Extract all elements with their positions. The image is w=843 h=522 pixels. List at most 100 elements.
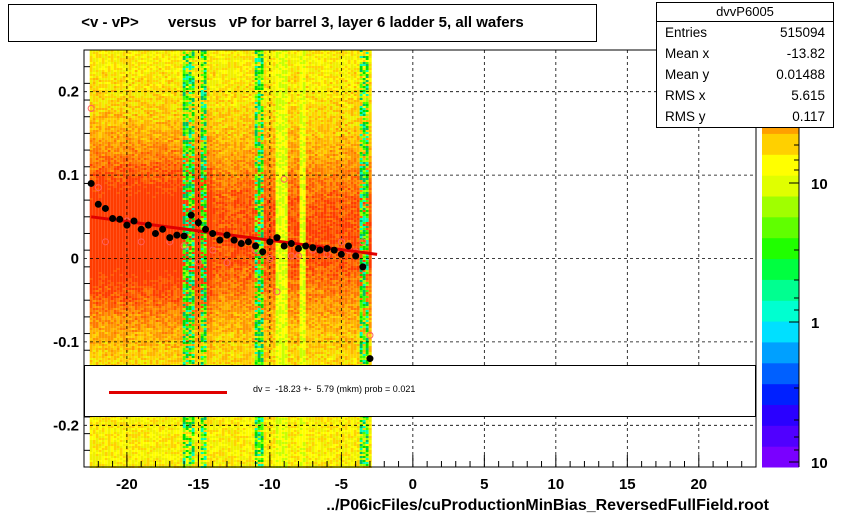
heatmap-cell: [138, 288, 141, 290]
heatmap-cell: [156, 462, 159, 464]
heatmap-cell: [99, 140, 102, 142]
heatmap-cell: [138, 200, 141, 202]
heatmap-cell: [153, 102, 156, 104]
heatmap-cell: [132, 166, 135, 168]
heatmap-cell: [96, 152, 99, 154]
heatmap-cell: [114, 292, 117, 294]
heatmap-cell: [96, 418, 99, 420]
heatmap-cell: [105, 350, 108, 352]
heatmap-cell: [153, 120, 156, 122]
heatmap-cell: [90, 354, 93, 356]
heatmap-cell: [111, 326, 114, 328]
heatmap-cell: [114, 116, 117, 118]
heatmap-cell: [108, 130, 111, 132]
heatmap-cell: [108, 190, 111, 192]
heatmap-cell: [111, 438, 114, 440]
heatmap-cell: [150, 254, 153, 256]
heatmap-cell: [150, 272, 153, 274]
heatmap-cell: [111, 114, 114, 116]
heatmap-cell: [99, 56, 102, 58]
heatmap-cell: [108, 362, 111, 364]
heatmap-cell: [105, 444, 108, 446]
heatmap-cell: [132, 164, 135, 166]
heatmap-cell: [114, 362, 117, 364]
heatmap-cell: [117, 158, 120, 160]
heatmap-cell: [108, 102, 111, 104]
heatmap-cell: [159, 208, 162, 210]
heatmap-cell: [117, 186, 120, 188]
heatmap-cell: [159, 260, 162, 262]
heatmap-cell: [147, 348, 150, 350]
heatmap-cell: [90, 120, 93, 122]
heatmap-cell: [117, 132, 120, 134]
heatmap-cell: [96, 104, 99, 106]
heatmap-cell: [144, 270, 147, 272]
heatmap-cell: [111, 346, 114, 348]
heatmap-cell: [90, 82, 93, 84]
heatmap-cell: [123, 456, 126, 458]
heatmap-cell: [99, 182, 102, 184]
heatmap-cell: [96, 328, 99, 330]
heatmap-cell: [153, 160, 156, 162]
heatmap-cell: [99, 282, 102, 284]
heatmap-cell: [156, 452, 159, 454]
heatmap-cell: [102, 144, 105, 146]
heatmap-cell: [117, 152, 120, 154]
heatmap-cell: [156, 332, 159, 334]
heatmap-cell: [138, 266, 141, 268]
heatmap-cell: [150, 260, 153, 262]
heatmap-cell: [108, 358, 111, 360]
heatmap-cell: [138, 354, 141, 356]
heatmap-cell: [120, 330, 123, 332]
heatmap-cell: [111, 332, 114, 334]
heatmap-cell: [129, 82, 132, 84]
heatmap-cell: [141, 202, 144, 204]
heatmap-cell: [102, 136, 105, 138]
heatmap-cell: [150, 188, 153, 190]
heatmap-cell: [93, 288, 96, 290]
heatmap-cell: [135, 138, 138, 140]
heatmap-cell: [90, 338, 93, 340]
heatmap-cell: [120, 108, 123, 110]
heatmap-cell: [147, 346, 150, 348]
heatmap-cell: [129, 296, 132, 298]
heatmap-cell: [144, 436, 147, 438]
heatmap-cell: [114, 142, 117, 144]
heatmap-cell: [93, 126, 96, 128]
heatmap-cell: [99, 448, 102, 450]
heatmap-cell: [120, 120, 123, 122]
heatmap-cell: [96, 76, 99, 78]
heatmap-cell: [132, 260, 135, 262]
heatmap-cell: [156, 264, 159, 266]
heatmap-cell: [93, 118, 96, 120]
heatmap-cell: [90, 318, 93, 320]
heatmap-cell: [129, 300, 132, 302]
heatmap-cell: [90, 430, 93, 432]
heatmap-cell: [138, 350, 141, 352]
heatmap-cell: [96, 358, 99, 360]
heatmap-cell: [132, 64, 135, 66]
heatmap-cell: [126, 114, 129, 116]
heatmap-cell: [108, 138, 111, 140]
heatmap-cell: [96, 336, 99, 338]
heatmap-cell: [159, 296, 162, 298]
heatmap-cell: [135, 190, 138, 192]
heatmap-cell: [153, 300, 156, 302]
heatmap-cell: [159, 144, 162, 146]
heatmap-cell: [105, 288, 108, 290]
heatmap-cell: [114, 56, 117, 58]
heatmap-cell: [111, 276, 114, 278]
heatmap-cell: [144, 94, 147, 96]
heatmap-cell: [138, 418, 141, 420]
heatmap-cell: [111, 314, 114, 316]
heatmap-cell: [159, 348, 162, 350]
heatmap-cell: [144, 98, 147, 100]
heatmap-cell: [93, 452, 96, 454]
heatmap-cell: [150, 208, 153, 210]
heatmap-cell: [117, 434, 120, 436]
heatmap-cell: [105, 246, 108, 248]
heatmap-cell: [150, 282, 153, 284]
heatmap-cell: [144, 132, 147, 134]
heatmap-cell: [135, 132, 138, 134]
heatmap-cell: [102, 102, 105, 104]
